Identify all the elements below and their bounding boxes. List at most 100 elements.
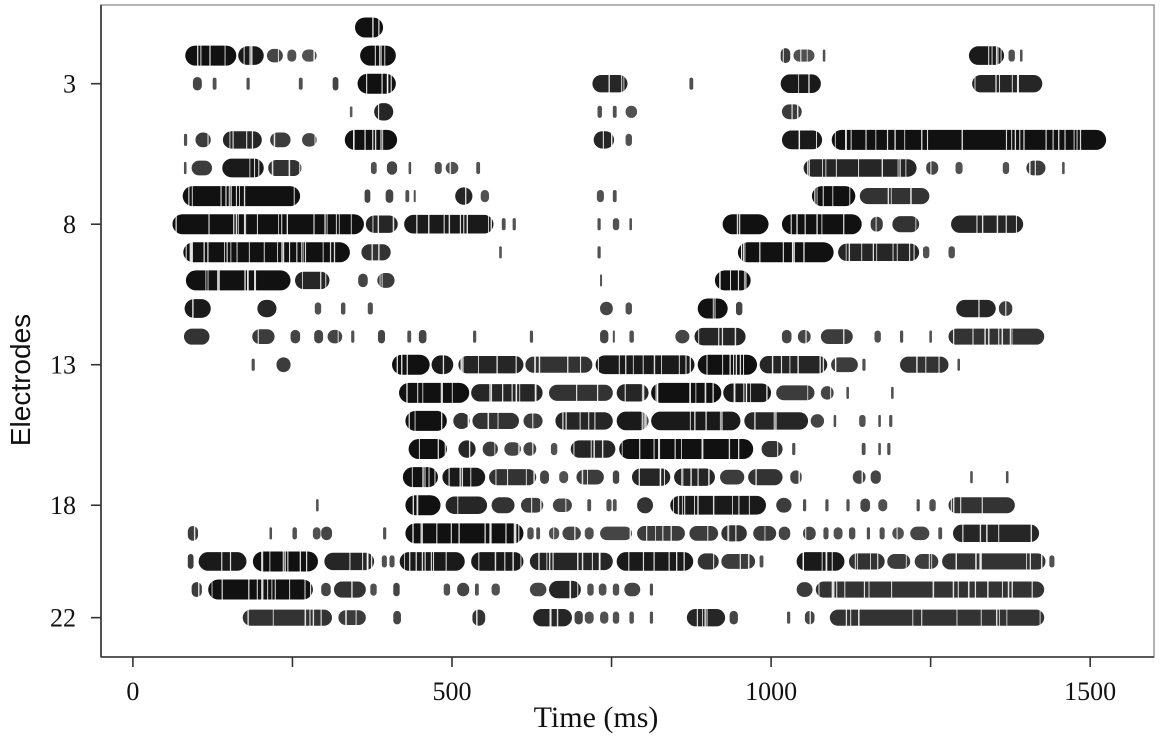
spike-burst <box>349 106 353 118</box>
spike-burst <box>629 611 634 624</box>
spike-burst <box>619 438 754 461</box>
spike-burst <box>182 185 301 208</box>
spike-burst <box>404 213 494 235</box>
spike-burst <box>998 300 1013 317</box>
spike-burst <box>445 495 488 515</box>
spike-burst <box>443 583 451 596</box>
spike-burst <box>616 410 649 432</box>
spike-burst <box>458 439 476 459</box>
electrode-row <box>399 381 894 404</box>
spike-burst <box>910 526 930 541</box>
spike-burst <box>592 73 628 94</box>
spike-burst <box>385 189 394 203</box>
spike-burst <box>972 73 1043 94</box>
spike-burst <box>185 269 291 292</box>
spike-burst <box>759 555 764 568</box>
spike-burst <box>957 358 960 371</box>
spike-burst <box>324 551 375 572</box>
spike-burst <box>370 583 377 596</box>
spike-burst <box>408 438 447 461</box>
spike-burst <box>859 414 866 428</box>
spike-burst <box>476 161 481 175</box>
spike-burst <box>866 527 871 540</box>
spike-burst <box>340 302 346 315</box>
spike-burst <box>367 302 373 315</box>
spike-burst <box>759 355 828 375</box>
spike-burst <box>222 130 262 150</box>
spike-burst <box>596 190 604 203</box>
spike-burst <box>195 131 211 149</box>
spike-burst <box>550 442 558 456</box>
spike-burst <box>878 442 881 456</box>
spike-burst <box>480 190 490 203</box>
spike-burst <box>208 578 313 601</box>
spike-burst <box>442 466 486 488</box>
spike-burst <box>900 355 949 374</box>
spike-burst <box>689 524 719 542</box>
electrode-row <box>183 157 1065 179</box>
spike-burst <box>1019 49 1023 62</box>
spike-burst <box>689 77 694 90</box>
spike-burst <box>351 330 355 343</box>
y-tick-label: 3 <box>63 70 76 99</box>
spike-burst <box>900 330 904 343</box>
electrode-row <box>242 607 1045 628</box>
electrode-row <box>183 241 955 264</box>
spike-burst <box>792 442 796 456</box>
spike-burst <box>815 580 1045 599</box>
axes: 0 500 1000 1500 3 8 13 18 22 <box>50 5 1154 706</box>
spike-burst <box>862 358 866 371</box>
spike-burst <box>520 496 544 514</box>
spike-burst <box>833 527 843 540</box>
spike-burst <box>474 583 479 596</box>
spike-burst <box>600 611 609 624</box>
spike-burst <box>624 582 641 597</box>
spike-burst <box>434 161 442 175</box>
spike-burst <box>737 241 834 264</box>
spike-burst <box>612 499 617 512</box>
spike-burst <box>686 607 726 628</box>
spike-burst <box>549 579 581 600</box>
spike-burst <box>555 411 613 431</box>
y-tick-label: 22 <box>50 604 76 633</box>
spike-burst <box>721 553 756 570</box>
spike-burst <box>612 583 620 596</box>
spike-burst <box>600 274 603 287</box>
spike-burst <box>191 581 202 598</box>
spike-burst <box>803 525 816 542</box>
spike-burst <box>598 583 607 596</box>
electrode-row <box>182 185 930 208</box>
spike-burst <box>364 189 371 203</box>
spike-burst <box>540 470 550 484</box>
spike-burst <box>287 49 297 62</box>
spike-burst <box>332 76 339 91</box>
spike-burst <box>922 246 930 259</box>
spike-burst <box>491 583 500 596</box>
spike-burst <box>1008 49 1015 62</box>
spike-burst <box>358 273 368 288</box>
spike-burst <box>735 301 743 316</box>
electrode-row <box>183 326 1045 347</box>
spike-burst <box>184 298 211 319</box>
spike-burst <box>302 48 317 63</box>
spike-raster <box>172 16 1107 628</box>
spike-burst <box>831 128 1107 151</box>
spike-burst <box>252 550 318 573</box>
spike-burst <box>942 552 1046 571</box>
spike-burst <box>276 357 291 373</box>
spike-burst <box>1026 159 1046 177</box>
spike-burst <box>381 555 387 568</box>
spike-burst <box>290 329 301 344</box>
spike-burst <box>529 582 547 597</box>
spike-burst <box>187 524 199 542</box>
spike-burst <box>523 441 537 457</box>
spike-burst <box>948 496 1015 515</box>
spike-burst <box>491 497 515 514</box>
spike-burst <box>723 382 772 404</box>
spike-burst <box>393 582 400 597</box>
electrode-row <box>172 213 1024 236</box>
spike-burst <box>361 243 391 262</box>
spike-burst <box>489 468 537 487</box>
spike-burst <box>549 526 560 541</box>
spike-burst <box>377 329 385 344</box>
